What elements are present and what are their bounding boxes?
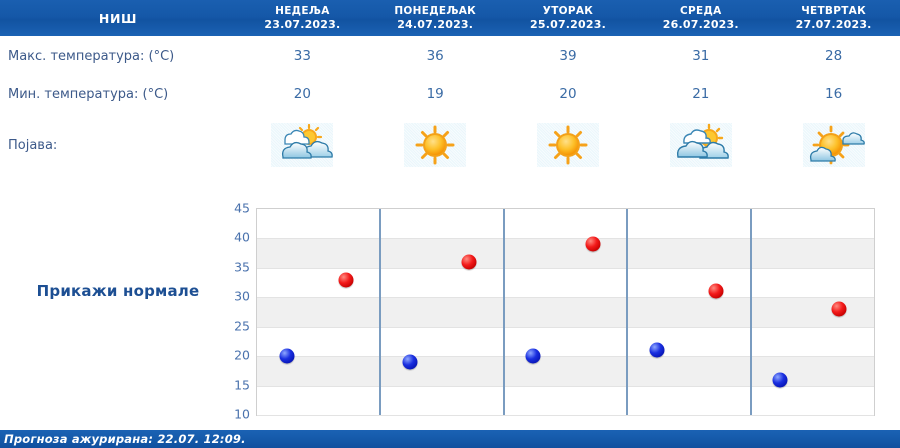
chart-point-max-temp <box>338 272 354 288</box>
city-name: НИШ <box>98 10 138 26</box>
chart-day-separator <box>502 209 505 415</box>
chart-y-tick-label: 45 <box>234 200 250 216</box>
chart-day-separator <box>626 209 629 415</box>
max-temp-value-4: 28 <box>824 48 843 64</box>
chart-y-tick-label: 25 <box>234 318 250 334</box>
chart-y-tick-label: 30 <box>234 288 250 304</box>
header-day-3: СРЕДА 26.07.2023. <box>634 5 767 31</box>
max-temp-value-3: 31 <box>692 48 710 64</box>
header-day-2: УТОРАК 25.07.2023. <box>502 5 635 31</box>
row-weather-condition-label: Појава: <box>8 137 58 153</box>
header-day-1: ПОНЕДЕЉАК 24.07.2023. <box>369 5 502 31</box>
forecast-updated-bar: Прогноза ажурирана: 22.07. 12:09. <box>0 430 900 448</box>
chart-point-max-temp <box>708 283 724 299</box>
header-day-4-date: 27.07.2023. <box>795 17 872 31</box>
row-max-temperature: Макс. температура: (°C) 33 36 39 31 28 <box>0 42 900 70</box>
chart-y-tick-label: 15 <box>234 377 250 393</box>
header-day-4-dow: ЧЕТВРТАК <box>801 4 866 17</box>
chart-point-max-temp <box>831 301 847 317</box>
chart-point-max-temp <box>585 236 601 252</box>
chart-point-min-temp <box>649 342 665 358</box>
chart-gridline <box>257 297 874 299</box>
min-temp-value-0: 20 <box>293 86 311 102</box>
min-temp-value-3: 21 <box>692 86 710 102</box>
header-day-4: ЧЕТВРТАК 27.07.2023. <box>767 5 900 31</box>
chart-point-min-temp <box>772 372 788 388</box>
row-min-temperature: Мин. температура: (°C) 20 19 20 21 16 <box>0 80 900 108</box>
max-temp-value-1: 36 <box>426 48 444 64</box>
clouds-with-sun-icon <box>669 123 732 167</box>
chart-y-tick-label: 40 <box>234 229 250 245</box>
chart-gridline <box>257 415 874 416</box>
row-min-temperature-label: Мин. температура: (°C) <box>8 86 169 102</box>
header-day-3-dow: СРЕДА <box>680 4 722 17</box>
chart-point-min-temp <box>525 348 541 364</box>
sun-clear-icon <box>404 123 467 167</box>
chart-point-max-temp <box>461 254 477 270</box>
header-day-0-date: 23.07.2023. <box>264 17 341 31</box>
chart-gridline <box>257 267 874 269</box>
weather-icon-cell-0 <box>236 123 369 167</box>
sun-clear-icon <box>536 123 599 167</box>
min-temp-value-2: 20 <box>559 86 577 102</box>
header-day-2-dow: УТОРАК <box>542 4 594 17</box>
sun-with-small-clouds-icon <box>802 123 865 167</box>
row-weather-condition: Појава: <box>0 116 900 174</box>
show-normals-button[interactable]: Прикажи нормале <box>36 282 200 300</box>
weather-icon-cell-3 <box>634 123 767 167</box>
weather-icon-cell-2 <box>502 123 635 167</box>
chart-day-separator <box>749 209 752 415</box>
temperature-chart: Прикажи нормале 45 40 35 30 25 20 15 10 <box>0 190 900 430</box>
chart-gridline <box>257 385 874 387</box>
chart-y-tick-label: 10 <box>234 406 250 422</box>
min-temp-value-1: 19 <box>426 86 444 102</box>
header-day-1-dow: ПОНЕДЕЉАК <box>394 4 477 17</box>
chart-point-min-temp <box>279 348 295 364</box>
weather-icon-cell-4 <box>767 123 900 167</box>
chart-gridline <box>257 356 874 358</box>
header-day-2-date: 25.07.2023. <box>530 17 606 31</box>
chart-point-min-temp <box>402 354 418 370</box>
chart-bands <box>257 209 874 416</box>
chart-day-separator <box>379 209 382 415</box>
header-day-0-dow: НЕДЕЉА <box>275 4 330 17</box>
chart-gridline <box>257 238 874 240</box>
chart-band <box>257 238 874 268</box>
chart-band <box>257 356 874 386</box>
min-temp-value-4: 16 <box>824 86 843 102</box>
weather-icon-cell-1 <box>369 123 502 167</box>
header-day-1-date: 24.07.2023. <box>397 17 474 31</box>
forecast-updated-text: Прогноза ажурирана: 22.07. 12:09. <box>4 432 246 446</box>
row-max-temperature-label: Макс. температура: (°C) <box>8 48 175 64</box>
chart-y-tick-label: 20 <box>234 347 250 363</box>
chart-band <box>257 297 874 327</box>
chart-gridline <box>257 326 874 328</box>
sun-behind-clouds-icon <box>271 123 334 167</box>
chart-y-axis: 45 40 35 30 25 20 15 10 <box>224 201 250 422</box>
chart-plot-area <box>256 208 875 416</box>
max-temp-value-0: 33 <box>293 48 311 64</box>
header-day-0: НЕДЕЉА 23.07.2023. <box>236 5 369 31</box>
max-temp-value-2: 39 <box>559 48 577 64</box>
forecast-header-bar: НИШ НЕДЕЉА 23.07.2023. ПОНЕДЕЉАК 24.07.2… <box>0 0 900 36</box>
chart-y-tick-label: 35 <box>234 259 250 275</box>
header-day-3-date: 26.07.2023. <box>662 17 739 31</box>
